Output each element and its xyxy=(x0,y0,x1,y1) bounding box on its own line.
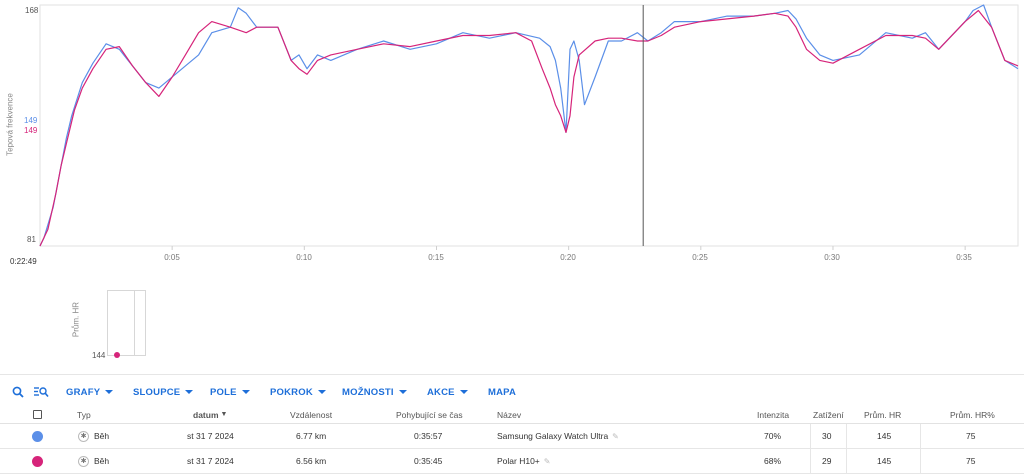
header-prum-hr[interactable]: Prům. HR xyxy=(864,409,902,420)
y-tick-min: 81 xyxy=(27,235,36,244)
mini-chart xyxy=(107,290,146,356)
edit-pencil-icon[interactable]: ✎ xyxy=(543,456,551,466)
header-intenzita[interactable]: Intenzita xyxy=(757,409,790,420)
row-load: 29 xyxy=(822,456,832,466)
caret-down-icon xyxy=(241,390,250,394)
row-name[interactable]: Samsung Galaxy Watch Ultra ✎ xyxy=(497,424,619,448)
x-tick-label: 0:35 xyxy=(956,253,972,262)
row-avg-hr: 145 xyxy=(877,456,892,466)
header-vzdalenost[interactable]: Vzdálenost xyxy=(290,409,333,420)
running-icon: ✱ xyxy=(78,430,89,442)
header-datum[interactable]: datum ▼ xyxy=(193,406,227,423)
menu-grafy[interactable]: GRAFY xyxy=(66,387,114,398)
row-type-label: Běh xyxy=(94,456,110,466)
row-name[interactable]: Polar H10+ ✎ xyxy=(497,449,550,473)
series-line-watch xyxy=(39,4,1019,247)
mini-chart-axis-title: Prům. HR xyxy=(71,301,81,338)
caret-down-icon xyxy=(317,390,326,394)
caret-down-icon xyxy=(105,390,114,394)
header-prum-hr-pct[interactable]: Prům. HR% xyxy=(950,409,995,420)
y-axis-title: Tepová frekvence xyxy=(5,93,15,156)
header-zatizeni[interactable]: Zatížení xyxy=(813,409,844,420)
row-type-label: Běh xyxy=(94,431,110,441)
row-avg-hr: 145 xyxy=(877,431,892,441)
table-row[interactable]: ✱ Běh st 31 7 2024 6.56 km 0:35:45 Polar … xyxy=(0,449,1024,474)
edit-pencil-icon[interactable]: ✎ xyxy=(612,431,619,441)
row-distance: 6.77 km xyxy=(296,431,327,441)
x-tick-label: 0:15 xyxy=(428,253,444,262)
zoom-icon[interactable] xyxy=(34,386,49,400)
row-load: 30 xyxy=(822,431,832,441)
header-pohybujici-cas[interactable]: Pohybující se čas xyxy=(396,409,463,420)
mini-chart-value: 144 xyxy=(92,351,106,360)
row-color-swatch[interactable] xyxy=(32,424,43,448)
running-icon: ✱ xyxy=(78,455,89,467)
row-intensity: 68% xyxy=(764,456,782,466)
menu-sloupce[interactable]: SLOUPCE xyxy=(133,387,194,398)
menu-moznosti[interactable]: MOŽNOSTI xyxy=(342,387,407,398)
x-tick-label: 0:25 xyxy=(692,253,708,262)
row-moving-time: 0:35:45 xyxy=(414,456,443,466)
activities-table: Typ datum ▼ Vzdálenost Pohybující se čas … xyxy=(0,406,1024,474)
row-name-label: Samsung Galaxy Watch Ultra xyxy=(497,431,609,441)
table-header: Typ datum ▼ Vzdálenost Pohybující se čas … xyxy=(0,406,1024,424)
menu-mapa[interactable]: MAPA xyxy=(488,387,516,398)
row-moving-time: 0:35:57 xyxy=(414,431,443,441)
row-date: st 31 7 2024 xyxy=(187,456,234,466)
caret-down-icon xyxy=(398,390,407,394)
menu-sloupce-label: SLOUPCE xyxy=(133,387,181,398)
column-divider xyxy=(920,424,921,448)
plot-frame xyxy=(39,4,1019,247)
select-all-checkbox[interactable] xyxy=(33,406,42,423)
menu-pokrok[interactable]: POKROK xyxy=(270,387,326,398)
column-divider xyxy=(920,449,921,473)
series-line-polar xyxy=(39,9,1019,247)
header-datum-label: datum xyxy=(193,409,219,420)
menu-pole[interactable]: POLE xyxy=(210,387,250,398)
menu-moznosti-label: MOŽNOSTI xyxy=(342,387,394,398)
menu-mapa-label: MAPA xyxy=(488,387,517,398)
header-nazev[interactable]: Název xyxy=(497,409,522,420)
heart-rate-chart-svg[interactable] xyxy=(0,0,1024,272)
x-tick-label: 0:05 xyxy=(164,253,180,262)
row-name-label: Polar H10+ xyxy=(497,456,540,466)
mini-chart-line xyxy=(134,291,135,355)
column-divider xyxy=(846,424,847,448)
menu-pokrok-label: POKROK xyxy=(270,387,313,398)
caret-down-icon xyxy=(459,390,468,394)
table-row[interactable]: ✱ Běh st 31 7 2024 6.77 km 0:35:57 Samsun… xyxy=(0,424,1024,449)
caret-down-icon xyxy=(185,390,194,394)
search-icon[interactable] xyxy=(12,386,24,400)
y-current-value-watch: 149 xyxy=(24,116,38,125)
menu-grafy-label: GRAFY xyxy=(66,387,101,398)
column-divider xyxy=(810,424,811,448)
heart-rate-chart[interactable]: Tepová frekvence 168 149 149 81 0:05 0:1… xyxy=(0,0,1024,272)
y-current-value-polar: 149 xyxy=(24,126,38,135)
mini-chart-dot xyxy=(114,352,120,358)
row-type: ✱ Běh xyxy=(78,424,109,448)
toolbar: GRAFY SLOUPCE POLE POKROK MOŽNOSTI AKCE … xyxy=(0,374,1024,406)
cursor-time-label: 0:22:49 xyxy=(10,257,37,266)
x-tick-label: 0:30 xyxy=(824,253,840,262)
row-color-swatch[interactable] xyxy=(32,449,43,473)
column-divider xyxy=(846,449,847,473)
row-date: st 31 7 2024 xyxy=(187,431,234,441)
row-distance: 6.56 km xyxy=(296,456,327,466)
row-avg-hr-pct: 75 xyxy=(966,431,976,441)
row-intensity: 70% xyxy=(764,431,782,441)
x-tick-label: 0:10 xyxy=(296,253,312,262)
row-avg-hr-pct: 75 xyxy=(966,456,976,466)
row-type: ✱ Běh xyxy=(78,449,109,473)
menu-akce[interactable]: AKCE xyxy=(427,387,468,398)
sort-desc-icon: ▼ xyxy=(220,411,228,418)
y-tick-max: 168 xyxy=(25,6,39,15)
header-typ[interactable]: Typ xyxy=(77,409,91,420)
menu-pole-label: POLE xyxy=(210,387,237,398)
x-tick-label: 0:20 xyxy=(560,253,576,262)
menu-akce-label: AKCE xyxy=(427,387,455,398)
column-divider xyxy=(810,449,811,473)
